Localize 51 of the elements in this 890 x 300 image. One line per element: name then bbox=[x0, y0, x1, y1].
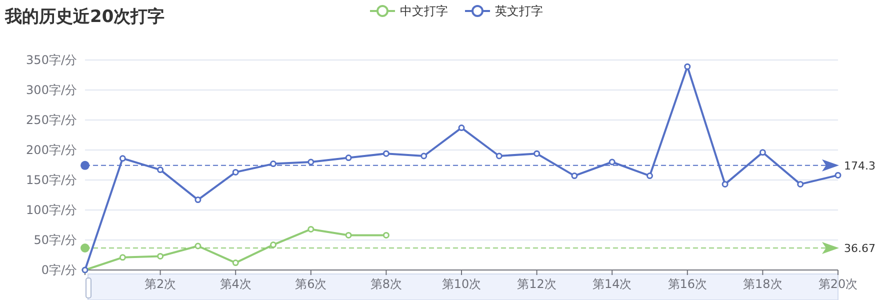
chart-title: 我的历史近20次打字 bbox=[4, 7, 165, 27]
point bbox=[308, 158, 314, 166]
point bbox=[722, 180, 728, 188]
point bbox=[345, 232, 352, 238]
x-tick-label: 第14次 bbox=[592, 277, 632, 291]
point bbox=[534, 150, 540, 157]
x-tick-label: 第4次 bbox=[220, 277, 252, 291]
y-tick-label: 300字/分 bbox=[26, 83, 77, 97]
point bbox=[270, 242, 276, 248]
point bbox=[420, 152, 428, 160]
x-tick-label: 第6次 bbox=[295, 277, 327, 291]
x-tick-label: 第12次 bbox=[517, 277, 556, 291]
point bbox=[194, 196, 202, 204]
y-tick-label: 0字/分 bbox=[41, 263, 77, 277]
point bbox=[119, 254, 126, 261]
ref-line-label: 174.3 bbox=[844, 159, 876, 172]
y-tick-label: 350字/分 bbox=[26, 53, 77, 67]
point bbox=[157, 166, 164, 174]
x-tick-label: 第16次 bbox=[668, 277, 708, 291]
y-tick-label: 200字/分 bbox=[26, 143, 77, 157]
point bbox=[382, 150, 390, 157]
point bbox=[157, 252, 164, 260]
point bbox=[571, 172, 578, 180]
point bbox=[308, 226, 314, 232]
x-tick-label: 第8次 bbox=[370, 277, 402, 291]
point bbox=[232, 260, 239, 266]
y-tick-label: 100字/分 bbox=[26, 203, 77, 217]
y-tick-label: 250字/分 bbox=[26, 113, 77, 127]
x-tick-label: 第18次 bbox=[743, 277, 782, 291]
point bbox=[232, 168, 239, 176]
point bbox=[345, 154, 352, 162]
point bbox=[797, 180, 804, 188]
legend-label: 中文打字 bbox=[400, 4, 448, 18]
point bbox=[608, 158, 616, 166]
x-tick-label: 第10次 bbox=[442, 277, 482, 291]
point bbox=[496, 152, 502, 160]
point bbox=[684, 63, 691, 70]
point bbox=[270, 160, 276, 168]
x-tick-label: 第2次 bbox=[144, 277, 176, 291]
y-tick-label: 150字/分 bbox=[26, 173, 77, 187]
point bbox=[458, 124, 465, 132]
point bbox=[759, 149, 766, 156]
legend-label: 英文打字 bbox=[495, 4, 543, 18]
point bbox=[194, 242, 202, 250]
point bbox=[382, 232, 390, 238]
y-tick-label: 50字/分 bbox=[34, 233, 77, 247]
point bbox=[834, 172, 842, 178]
x-tick-label: 第20次 bbox=[818, 277, 858, 291]
point bbox=[119, 155, 126, 162]
point bbox=[646, 172, 653, 180]
ref-line-label: 36.67 bbox=[844, 242, 876, 255]
